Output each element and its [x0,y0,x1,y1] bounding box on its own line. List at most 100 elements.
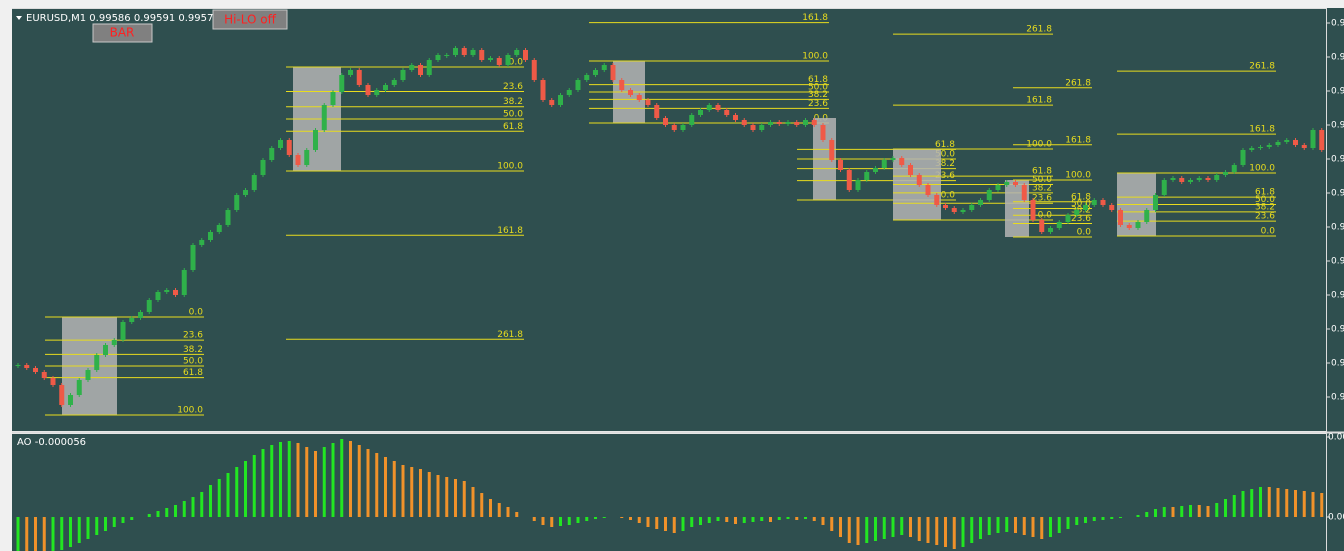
ao-bar [795,517,799,520]
ao-bar [629,517,632,520]
ao-bar [217,479,221,517]
candle [1021,185,1027,200]
candle [1091,200,1097,205]
candle [129,318,135,322]
ao-bar [856,517,860,545]
candle [566,90,572,95]
candle [356,70,362,85]
ao-bar [261,449,265,517]
ao-bar [1224,499,1227,517]
candle [741,120,747,125]
ao-bar [427,472,431,517]
ao-bar [147,514,151,517]
candle [680,125,686,130]
candle [1083,205,1088,210]
candle [1118,210,1123,225]
collapse-icon[interactable] [16,16,22,20]
candle [111,340,117,345]
ao-bar [104,517,107,531]
candle [1231,165,1237,172]
candle [173,290,178,295]
candle [1109,205,1115,210]
candle [514,50,520,55]
ao-bar [987,517,991,535]
ao-bar [917,517,921,541]
ao-bar [209,485,212,517]
candle [671,125,677,130]
ao-bar [51,517,55,551]
ao-bar [419,469,422,517]
ao-bar [1136,515,1140,517]
candle [304,150,310,165]
candle [155,292,161,300]
ao-bar [874,517,877,541]
plot: 0.9 0.9 0.9 0.9 0.9 0.9 0.9 0.9 0.9 0.9 0.9 0.9 0.0 2… [15,13,1344,551]
candle [881,160,887,168]
candle [496,58,502,65]
candle [724,110,730,115]
ao-bar [392,461,396,517]
fib-level-label: 38.2 [503,97,523,107]
candle [1074,210,1080,215]
candle [1196,178,1202,180]
bar-button[interactable] [92,23,153,43]
fib-level-label: 261.8 [1249,62,1275,72]
candle [628,90,633,95]
candle [855,180,861,190]
candle [768,122,773,125]
ao-bar [410,467,414,517]
candle [1223,172,1228,175]
fib-level-label: 100.0 [177,406,203,416]
ao-tick-label: 0.00 [1328,513,1344,523]
candle [76,380,82,395]
candle [391,80,397,85]
fib-level-label: 50.0 [1255,195,1275,205]
ao-bar [506,507,510,517]
hilo-button[interactable] [212,9,288,30]
ao-bar [944,517,947,547]
fib-level-label: 38.2 [1071,206,1091,216]
candle [575,80,581,90]
candle [251,175,257,190]
ao-bar [804,517,807,519]
ao-bar [366,449,370,517]
candle [899,158,905,165]
ao-bar [699,517,702,525]
candle [190,245,196,270]
candle [925,185,931,195]
candle [1126,225,1132,228]
ao-bar [830,517,834,531]
candle [225,210,231,225]
fib-level-label: 0.0 [189,308,204,318]
ao-bar [191,497,195,517]
ao-bar [244,461,247,517]
ao-bar [349,441,352,517]
candle [715,105,721,110]
candle [1179,178,1185,182]
ao-bar [900,517,904,535]
ao-bar [1180,506,1184,517]
candle [435,55,441,60]
bar-button-label[interactable]: BAR [110,26,135,40]
ao-panel [12,434,1326,551]
candle [1275,142,1281,145]
fib-level-label: 100.0 [1065,171,1091,181]
ao-bar [1040,517,1044,539]
candle [1153,195,1158,210]
fib-level-label: 0.0 [1261,227,1276,237]
ao-bar [961,517,965,547]
ao-bar [882,517,886,539]
fib-level-label: 61.8 [1071,192,1091,202]
candle [286,140,292,155]
candle [208,232,213,240]
ao-bar [462,481,466,517]
ao-bar [200,492,204,517]
ao-bar [602,517,606,518]
ao-bar [1022,517,1026,535]
hilo-button-label[interactable]: Hi-LO off [224,13,277,27]
ao-bar [357,445,361,517]
candle [339,75,345,92]
fib-level-label: 38.2 [1032,183,1052,193]
candle [33,368,38,372]
